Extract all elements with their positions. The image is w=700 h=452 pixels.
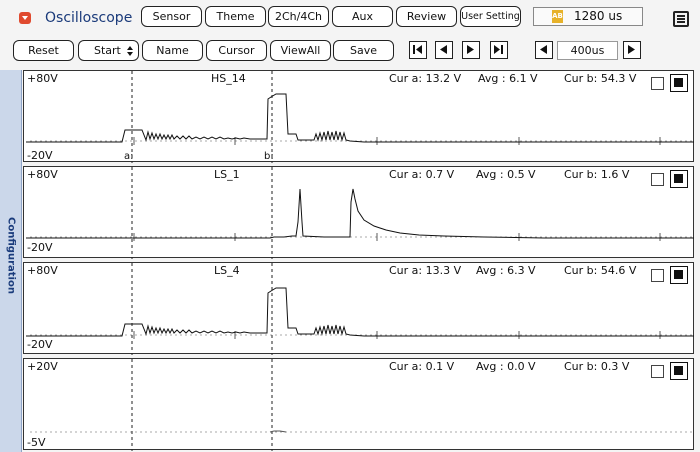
timebase-value: 1280 us [574,9,623,23]
configuration-tab-label: Configuration [5,217,17,294]
channel-3-top-scale: +80V [27,264,58,277]
channel-4-cursor-b-readout: Cur b: 0.3 V [564,360,630,373]
channel-2-cursor-a-readout: Cur a: 0.7 V [389,168,455,181]
channel-3-checkbox[interactable] [651,269,664,282]
channel-2-plot[interactable] [24,167,695,259]
channel-panel-2: +80V -20V LS_1 Cur a: 0.7 V Avg : 0.5 V … [23,166,695,259]
start-button[interactable]: Start [78,40,139,61]
channel-2-select-button[interactable] [670,170,688,188]
channel-2-cursor-b-readout: Cur b: 1.6 V [564,168,630,181]
channel-2-bottom-scale: -20V [27,241,53,254]
zoom-increase-icon[interactable] [623,41,641,59]
hamburger-menu-icon[interactable] [673,11,689,27]
user-setting-button[interactable]: User Setting [460,6,521,27]
cursor-b-marker[interactable]: b: [264,151,274,162]
prev-page-icon[interactable] [435,41,453,59]
channel-1-plot[interactable] [24,71,695,163]
channel-2-checkbox[interactable] [651,173,664,186]
last-page-icon[interactable] [490,41,508,59]
channel-3-cursor-b-readout: Cur b: 54.6 V [564,264,637,277]
name-button[interactable]: Name [142,40,203,61]
channel-3-bottom-scale: -20V [27,338,53,351]
channel-2-name: LS_1 [214,168,240,181]
review-button[interactable]: Review [396,6,457,27]
cursor-a-marker[interactable]: a: [124,151,134,162]
app-menu-icon[interactable] [19,12,31,24]
channel-panel-1: +80V -20V HS_14 Cur a: 13.2 V Avg : 6.1 … [23,70,695,163]
channel-1-name: HS_14 [211,72,246,85]
channel-panel-4: +20V -5V Cur a: 0.1 V Avg : 0.0 V Cur b:… [23,358,695,451]
timebase-icon: AB [552,10,563,23]
aux-button[interactable]: Aux [332,6,393,27]
channel-3-cursor-a-readout: Cur a: 13.3 V [389,264,462,277]
channel-1-cursor-b-readout: Cur b: 54.3 V [564,72,637,85]
start-dropdown-icon [127,46,133,56]
next-page-icon[interactable] [462,41,480,59]
channel-4-checkbox[interactable] [651,365,664,378]
channel-3-select-button[interactable] [670,266,688,284]
channel-1-select-button[interactable] [670,74,688,92]
zoom-value[interactable]: 400us [557,41,618,60]
zoom-decrease-icon[interactable] [535,41,553,59]
channel-3-plot[interactable] [24,263,695,355]
configuration-tab[interactable]: Configuration [0,70,22,452]
save-button[interactable]: Save [333,40,394,61]
timebase-display[interactable]: AB 1280 us [533,7,643,26]
channel-4-top-scale: +20V [27,360,58,373]
first-page-icon[interactable] [409,41,427,59]
channel-1-average-readout: Avg : 6.1 V [478,72,538,85]
channel-4-average-readout: Avg : 0.0 V [476,360,536,373]
view-all-button[interactable]: ViewAll [270,40,331,61]
channel-1-checkbox[interactable] [651,77,664,90]
channel-1-top-scale: +80V [27,72,58,85]
channel-4-select-button[interactable] [670,362,688,380]
channel-2-top-scale: +80V [27,168,58,181]
reset-button[interactable]: Reset [13,40,74,61]
channel-panel-3: +80V -20V LS_4 Cur a: 13.3 V Avg : 6.3 V… [23,262,695,355]
sensor-button[interactable]: Sensor [141,6,202,27]
app-title: Oscilloscope [45,10,133,26]
channel-4-bottom-scale: -5V [27,436,46,449]
channel-4-plot[interactable] [24,359,695,451]
channel-3-average-readout: Avg : 6.3 V [476,264,536,277]
cursor-button[interactable]: Cursor [206,40,267,61]
channels-button[interactable]: 2Ch/4Ch [268,6,329,27]
channel-1-cursor-a-readout: Cur a: 13.2 V [389,72,462,85]
channel-2-average-readout: Avg : 0.5 V [476,168,536,181]
top-bar: Oscilloscope Sensor Theme 2Ch/4Ch Aux Re… [0,0,700,36]
channel-4-cursor-a-readout: Cur a: 0.1 V [389,360,455,373]
channel-1-bottom-scale: -20V [27,149,53,162]
start-button-label: Start [94,44,121,57]
channel-3-name: LS_4 [214,264,240,277]
theme-button[interactable]: Theme [205,6,266,27]
